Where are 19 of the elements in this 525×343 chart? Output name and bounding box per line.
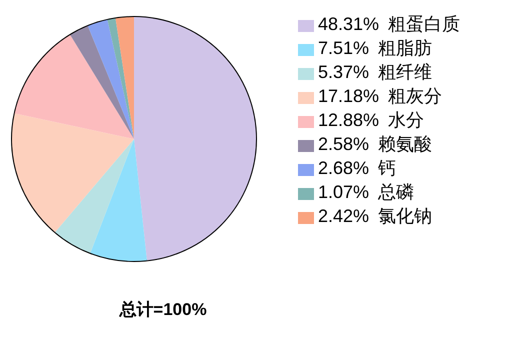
text: 总计=100% bbox=[118, 299, 208, 321]
pie-slice bbox=[14, 34, 134, 139]
legend-label: 5.37% 粗纤维 bbox=[318, 62, 432, 82]
legend-label: 48.31% 粗蛋白质 bbox=[318, 14, 460, 34]
legend-label: 2.68% 钙 bbox=[318, 158, 396, 178]
legend-label: 17.18% 粗灰分 bbox=[318, 86, 442, 106]
pie-slice bbox=[55, 139, 134, 253]
legend-label: 7.51% 粗脂肪 bbox=[318, 38, 432, 58]
legend-label: 2.42% 氯化钠 bbox=[318, 206, 432, 226]
legend-label: 12.88% 水分 bbox=[318, 110, 424, 130]
pie-slice bbox=[88, 20, 134, 139]
pie-slice bbox=[116, 17, 134, 139]
pie-slice bbox=[134, 17, 256, 260]
pie-slice bbox=[12, 113, 134, 232]
pie-slice bbox=[70, 26, 134, 139]
pie-slice bbox=[107, 18, 134, 139]
legend-label: 1.07% 总磷 bbox=[318, 182, 414, 202]
legend-label: 2.58% 赖氨酸 bbox=[318, 134, 432, 154]
pie-slice bbox=[90, 139, 147, 261]
